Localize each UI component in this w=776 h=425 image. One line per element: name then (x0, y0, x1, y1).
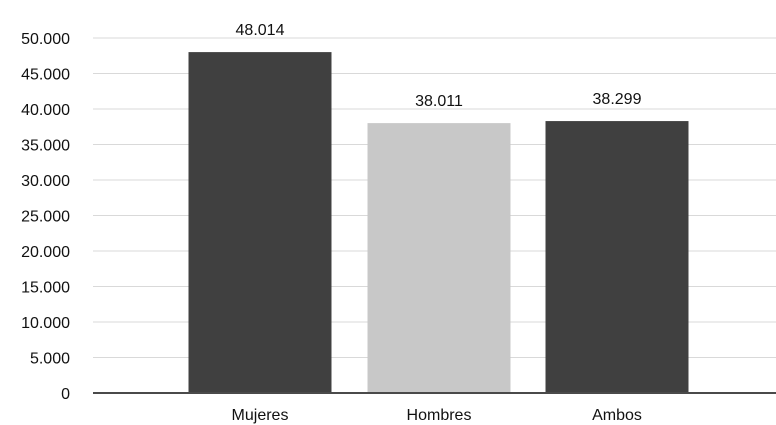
data-labels: 48.014 38.011 38.299 (236, 22, 642, 110)
x-tick-label-ambos: Ambos (592, 407, 642, 424)
x-tick-label-hombres: Hombres (407, 407, 472, 424)
bar-hombres (367, 123, 511, 394)
x-tick-label-mujeres: Mujeres (232, 407, 289, 424)
y-tick-label: 10.000 (21, 315, 70, 332)
data-label-hombres: 38.011 (415, 93, 463, 110)
y-tick-label: 50.000 (21, 31, 70, 48)
y-tick-label: 35.000 (21, 138, 70, 155)
y-axis-tick-labels: 0 5.000 10.000 15.000 20.000 25.000 30.000 35.0… (21, 31, 70, 403)
y-tick-label: 30.000 (21, 173, 70, 190)
bar-mujeres (188, 52, 332, 394)
data-label-ambos: 38.299 (593, 91, 642, 108)
y-tick-label: 40.000 (21, 102, 70, 119)
y-tick-label: 15.000 (21, 280, 70, 297)
y-tick-label: 20.000 (21, 244, 70, 261)
y-tick-label: 25.000 (21, 209, 70, 226)
y-tick-label: 45.000 (21, 67, 70, 84)
y-tick-label: 0 (61, 386, 70, 403)
bars (188, 52, 689, 394)
y-tick-label: 5.000 (30, 351, 70, 368)
x-axis-category-labels: Mujeres Hombres Ambos (232, 407, 642, 424)
data-label-mujeres: 48.014 (236, 22, 285, 39)
bar-ambos (545, 121, 689, 394)
